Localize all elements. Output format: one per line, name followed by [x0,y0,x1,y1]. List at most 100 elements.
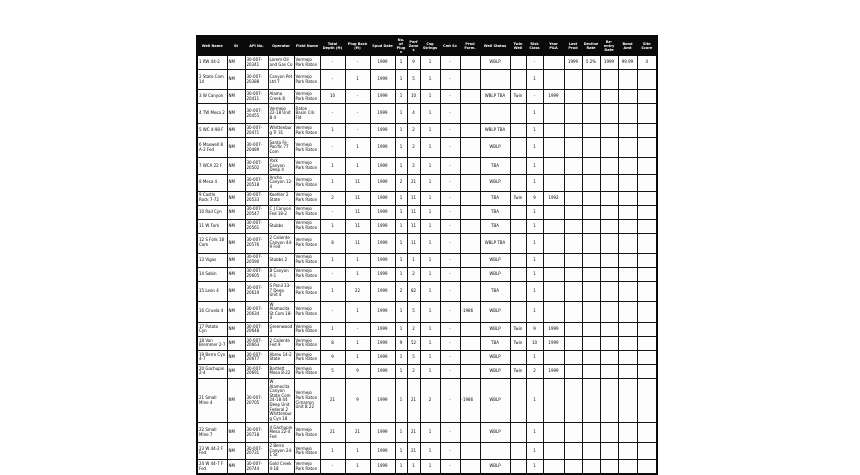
table-cell: 1999 [369,363,396,379]
table-cell: Vermejo Park Raton [293,123,321,138]
column-header: Cmt Sx [439,35,461,56]
table-cell: 2 [406,123,421,138]
table-cell: 1 [319,252,346,268]
table-cell: 30-007-20677 [244,349,269,365]
table-cell: 1 [344,252,371,268]
table-cell: - [439,103,461,124]
table-cell: 30-007-20489 [244,137,269,158]
table-cell: 8 Mesa 4 [196,173,228,192]
table-cell [599,266,619,282]
table-cell [563,69,583,90]
table-cell: Whittenburg Tr 31 [267,123,295,138]
table-cell [636,442,658,461]
table-cell: Vermejo Park Raton [293,55,321,70]
table-cell [459,173,481,192]
table-cell: 30-007-20502 [244,157,269,175]
table-cell: - [344,321,371,337]
table-cell: 24 W 44-7 F Fed [196,459,228,475]
table-cell: - [439,190,461,206]
table-cell: - [439,459,461,475]
table-cell: 1999 [369,89,396,104]
table-cell [636,89,658,104]
table-row: 22 Small Mine 7 NM 30-007-20718 4 Gachupin … [196,422,658,444]
table-cell: 1999 [369,69,396,90]
table-cell: Vermejo Park Raton [293,459,321,475]
table-cell: WBLP [479,173,511,192]
table-cell: 1999 [542,321,565,337]
table-cell [509,103,527,124]
table-cell: 30-007-20561 [244,218,269,234]
table-cell: 2 [406,363,421,379]
table-cell [581,252,601,268]
table-cell [581,123,601,138]
table-row: 5 WC 4-98 F NM 30-007-20471 Whittenburg Tr … [196,123,658,138]
table-cell [599,103,619,124]
table-cell [563,442,583,461]
table-cell: 1 [525,266,544,282]
table-cell: WBLP [479,55,511,70]
table-cell: 1 [394,157,408,175]
table-cell: Vermejo Park Raton [293,363,321,379]
table-cell [563,300,583,323]
table-cell: B Canyon A-1 [267,266,295,282]
table-cell [617,232,638,254]
table-cell: 5 [406,69,421,90]
table-cell [542,55,565,70]
table-cell: 21 [319,422,346,444]
table-cell: - [439,173,461,192]
table-cell: 1 [319,173,346,192]
table-cell [542,442,565,461]
table-cell: - [439,266,461,282]
table-cell: 11 [344,218,371,234]
table-cell: 1 [394,55,408,70]
table-cell [599,89,619,104]
table-cell [509,280,527,302]
table-cell: 21 [406,173,421,192]
table-cell: 1 [419,89,441,104]
table-cell: 1 [319,321,346,337]
table-cell: Vermejo Park Raton [293,252,321,268]
table-cell [636,157,658,175]
table-cell: NM [226,280,246,302]
table-cell: 1 [394,89,408,104]
table-cell [459,422,481,444]
table-cell: Vermejo Park Raton Cimarron Unit B 22 [293,377,321,424]
table-cell: 1 [419,442,441,461]
table-cell: Vermejo Park Raton [293,173,321,192]
table-cell: 2 [406,266,421,282]
table-cell: 1 [419,335,441,351]
table-cell: 18 Van Bremmer 2-7 [196,335,228,351]
table-cell: 82 [406,280,421,302]
table-cell: WBLP [479,252,511,268]
table-cell [563,218,583,234]
table-cell: Vermejo Park Raton [293,280,321,302]
table-cell [617,190,638,206]
table-cell: 23 W 44-2 F Fed [196,442,228,461]
table-cell: Twin [509,335,527,351]
table-cell: NM [226,363,246,379]
table-cell [509,157,527,175]
table-cell: NM [226,266,246,282]
table-cell: 1 [394,349,408,365]
table-cell [636,103,658,124]
table-cell [509,252,527,268]
table-cell [599,349,619,365]
table-cell: Gold Creek 4-18 [267,459,295,475]
table-cell: NM [226,300,246,323]
table-cell: NM [226,232,246,254]
table-cell [509,349,527,365]
column-header: Well Name [196,35,228,56]
table-cell: Raton Basin Crk Fld [293,103,321,124]
table-cell: Ancho Canyon 12-4 [267,173,295,192]
table-cell: 1 [394,321,408,337]
table-row: 13 Vigas NM 30-007-20590 Stubbs 2 Vermejo Pa… [196,252,658,268]
table-cell: 1 [525,103,544,124]
table-cell: 1999 [563,55,583,70]
table-cell [563,232,583,254]
table-cell: 1999 [369,266,396,282]
table-row: 17 Potato Cyn NM 30-007-20648 Greenwood 3 Ve… [196,321,658,337]
table-cell: TBA [479,335,511,351]
table-cell: 1999 [369,300,396,323]
table-cell: TBA [479,190,511,206]
table-row: 15 Leon 4 NM 30-007-20619 S Ponil 33-7 Deep… [196,280,658,302]
